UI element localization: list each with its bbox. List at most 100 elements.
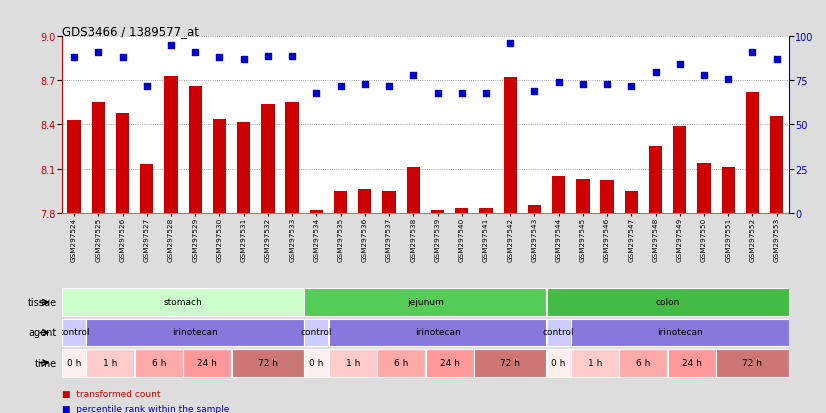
Point <box>310 90 323 97</box>
Text: jejunum: jejunum <box>407 297 444 306</box>
Point <box>455 90 468 97</box>
Point <box>406 73 420 79</box>
Point <box>116 55 129 62</box>
Bar <box>87 319 304 347</box>
Bar <box>425 349 473 377</box>
Point <box>68 55 81 62</box>
Point <box>697 73 710 79</box>
Bar <box>92 103 105 213</box>
Bar <box>377 349 425 377</box>
Bar <box>305 349 328 377</box>
Point <box>140 83 154 90</box>
Bar <box>68 121 81 213</box>
Text: 72 h: 72 h <box>501 358 520 367</box>
Text: 24 h: 24 h <box>682 358 702 367</box>
Bar <box>547 289 789 316</box>
Text: control: control <box>543 328 574 337</box>
Bar <box>547 349 571 377</box>
Point <box>92 50 105 56</box>
Bar <box>358 190 372 213</box>
Bar <box>164 77 178 213</box>
Text: tissue: tissue <box>28 297 57 308</box>
Text: agent: agent <box>29 328 57 338</box>
Point <box>504 41 517 47</box>
Bar <box>697 163 710 213</box>
Text: 0 h: 0 h <box>552 358 566 367</box>
Bar <box>87 349 135 377</box>
Bar <box>571 319 789 347</box>
Bar <box>62 319 86 347</box>
Bar <box>716 349 789 377</box>
Bar <box>668 349 716 377</box>
Text: irinotecan: irinotecan <box>415 328 460 337</box>
Point <box>673 62 686 69</box>
Bar <box>329 319 546 347</box>
Point <box>528 88 541 95</box>
Bar <box>237 122 250 213</box>
Point <box>286 53 299 60</box>
Point <box>552 80 565 86</box>
Point <box>261 53 274 60</box>
Bar <box>649 147 662 213</box>
Text: time: time <box>35 358 57 368</box>
Text: 24 h: 24 h <box>439 358 459 367</box>
Point <box>213 55 226 62</box>
Text: 24 h: 24 h <box>197 358 217 367</box>
Text: 6 h: 6 h <box>152 358 166 367</box>
Bar <box>577 179 590 213</box>
Text: 1 h: 1 h <box>588 358 602 367</box>
Text: 72 h: 72 h <box>743 358 762 367</box>
Point <box>188 50 202 56</box>
Bar <box>528 206 541 213</box>
Text: colon: colon <box>656 297 680 306</box>
Text: control: control <box>301 328 332 337</box>
Text: control: control <box>59 328 90 337</box>
Bar <box>213 119 226 213</box>
Bar <box>310 210 323 213</box>
Bar <box>116 114 129 213</box>
Point <box>649 69 662 76</box>
Bar <box>406 168 420 213</box>
Bar <box>455 209 468 213</box>
Point <box>770 57 783 63</box>
Point <box>722 76 735 83</box>
Point <box>577 81 590 88</box>
Bar <box>62 289 304 316</box>
Bar <box>188 87 202 213</box>
Text: 6 h: 6 h <box>636 358 651 367</box>
Bar <box>504 78 517 213</box>
Bar <box>334 191 347 213</box>
Bar <box>382 191 396 213</box>
Bar <box>140 165 154 213</box>
Text: irinotecan: irinotecan <box>657 328 703 337</box>
Text: 1 h: 1 h <box>103 358 117 367</box>
Point <box>479 90 492 97</box>
Point <box>164 43 178 49</box>
Point <box>334 83 347 90</box>
Text: 0 h: 0 h <box>67 358 81 367</box>
Bar <box>479 209 492 213</box>
Text: stomach: stomach <box>164 297 202 306</box>
Bar <box>552 176 565 213</box>
Bar <box>62 349 86 377</box>
Bar <box>722 168 735 213</box>
Text: ■  transformed count: ■ transformed count <box>62 389 160 398</box>
Text: 72 h: 72 h <box>258 358 278 367</box>
Bar <box>305 319 328 347</box>
Text: GDS3466 / 1389577_at: GDS3466 / 1389577_at <box>62 25 199 38</box>
Bar <box>183 349 231 377</box>
Bar <box>474 349 546 377</box>
Point <box>431 90 444 97</box>
Point <box>382 83 396 90</box>
Text: 0 h: 0 h <box>309 358 324 367</box>
Text: ■  percentile rank within the sample: ■ percentile rank within the sample <box>62 404 230 413</box>
Bar <box>624 191 638 213</box>
Point <box>624 83 638 90</box>
Point <box>746 50 759 56</box>
Bar <box>329 349 377 377</box>
Bar <box>673 127 686 213</box>
Bar <box>261 104 274 213</box>
Bar <box>135 349 183 377</box>
Bar <box>431 210 444 213</box>
Text: 6 h: 6 h <box>394 358 408 367</box>
